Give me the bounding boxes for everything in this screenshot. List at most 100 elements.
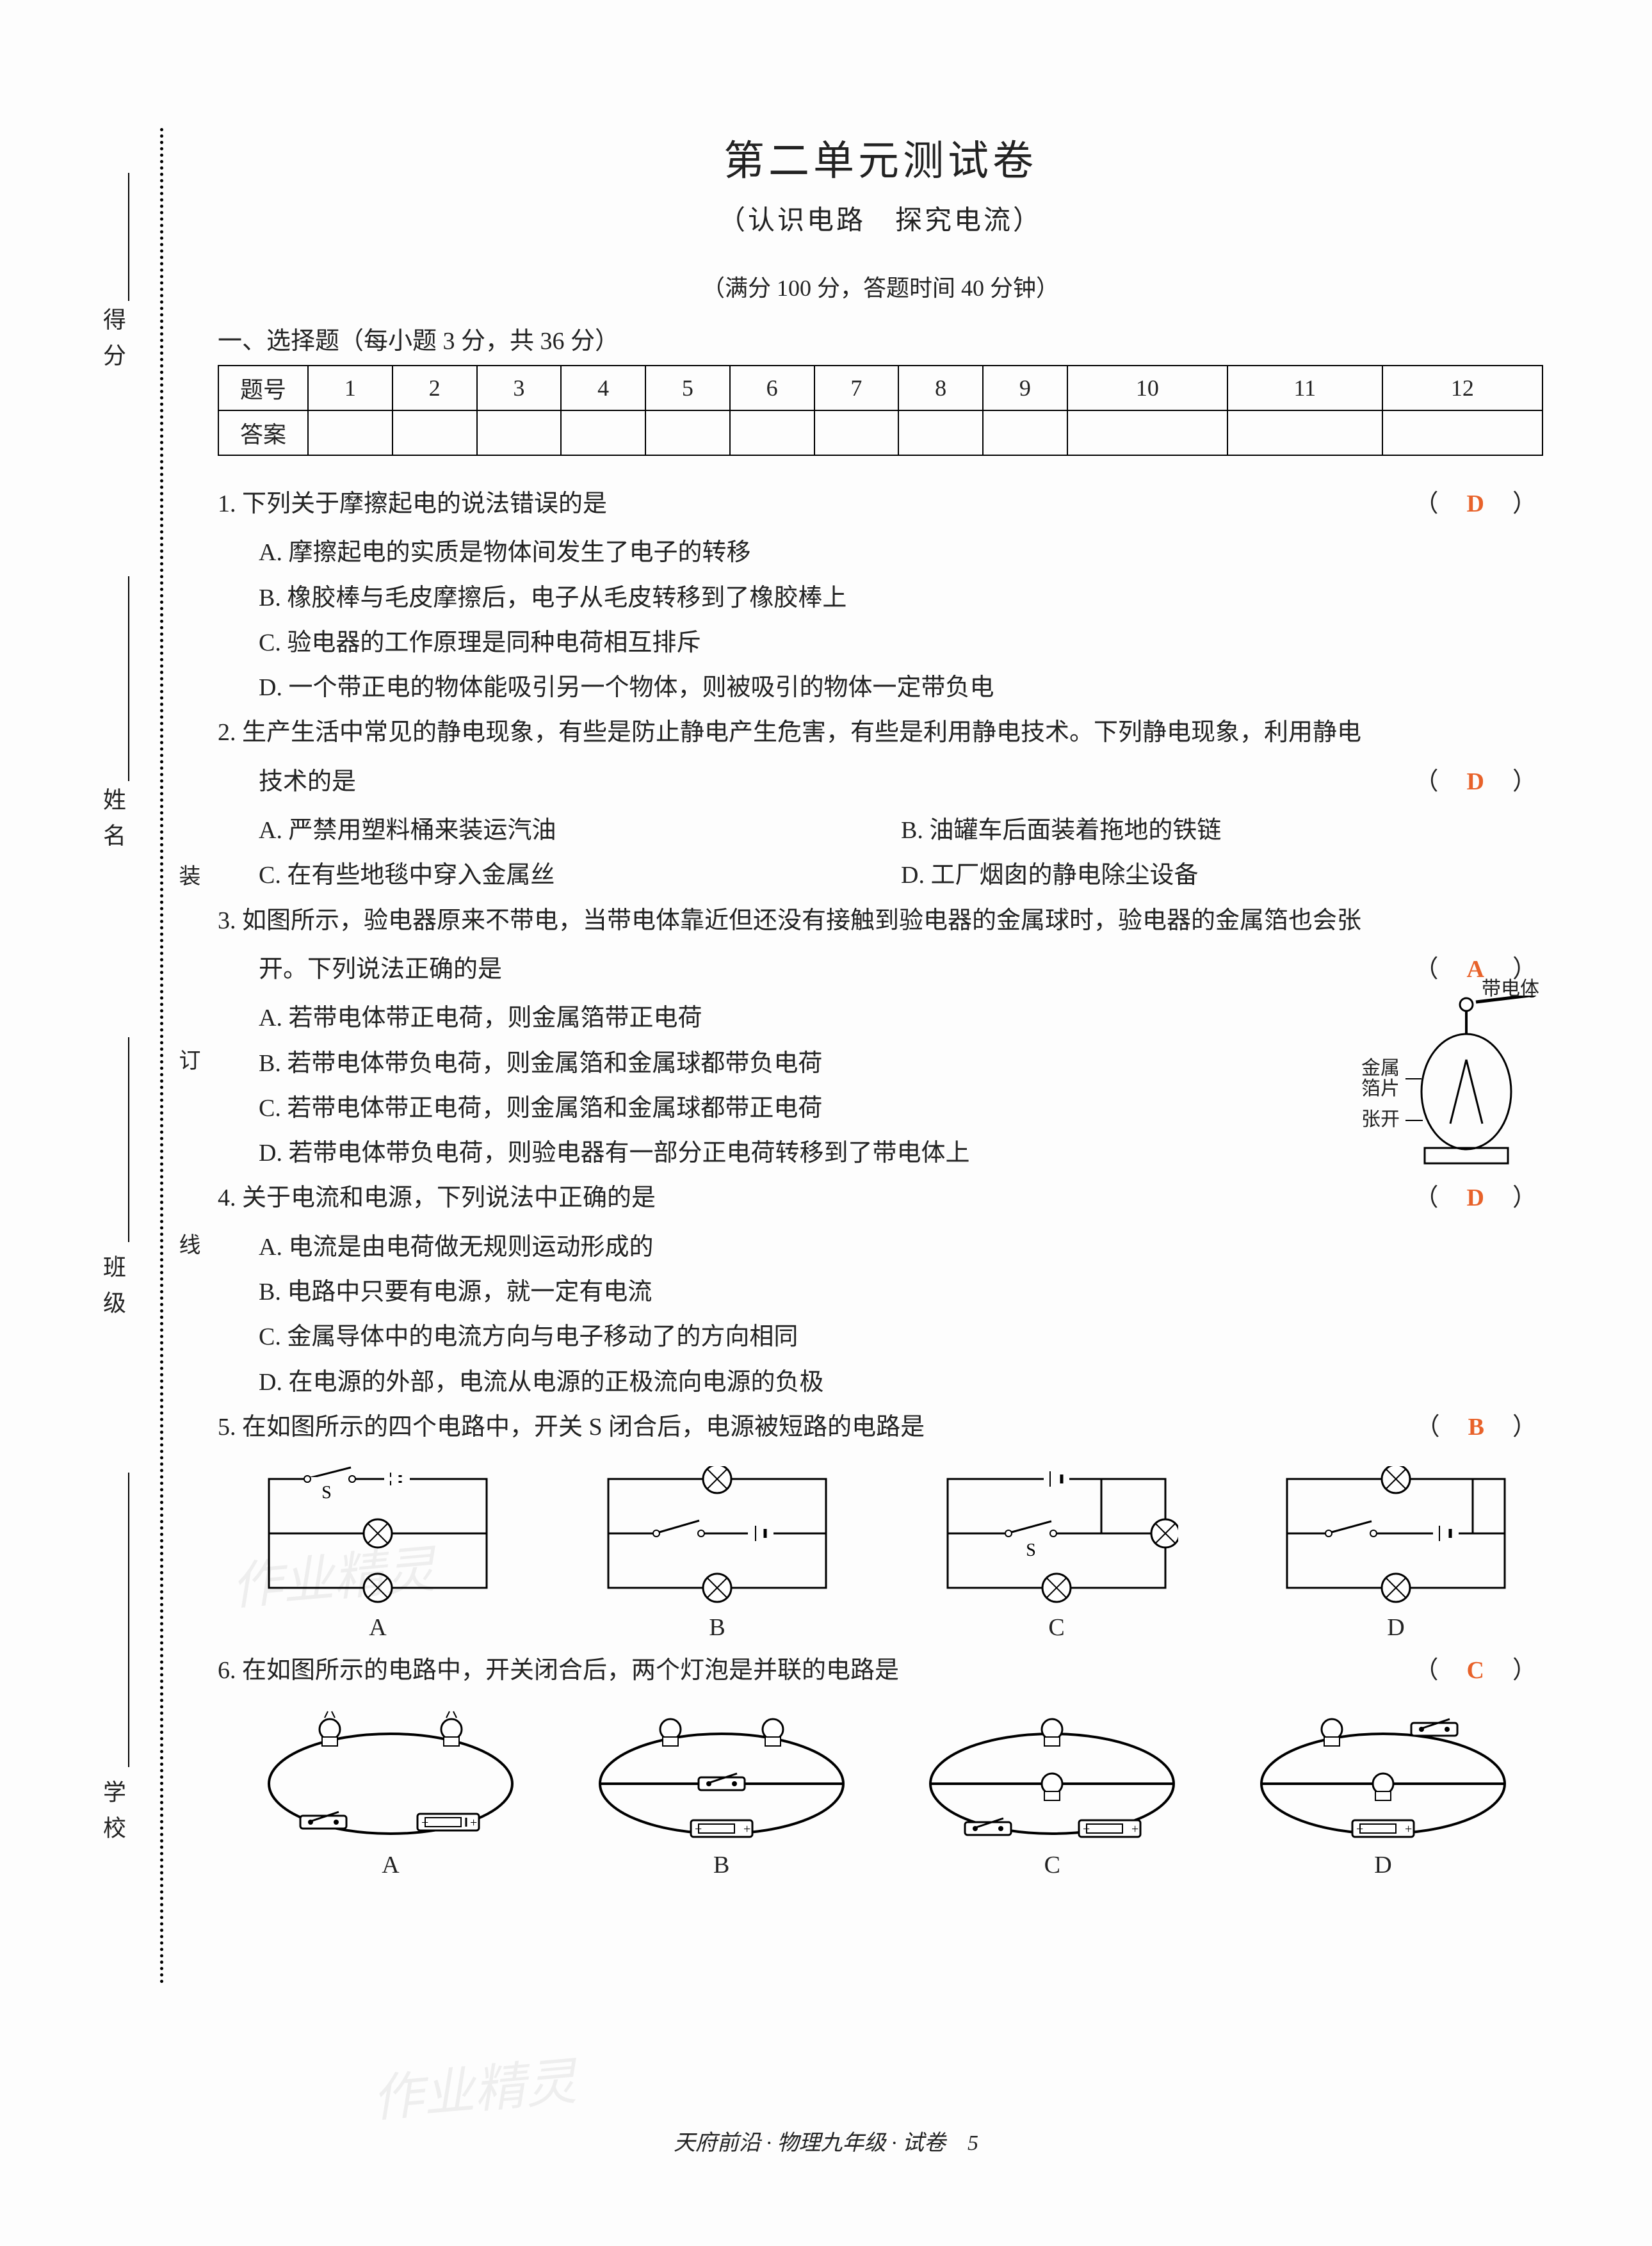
svg-text:−: − <box>421 1816 428 1830</box>
col-num: 11 <box>1227 366 1382 410</box>
answer-cell[interactable] <box>814 410 899 455</box>
q5-answer: B <box>1464 1414 1488 1441</box>
q2-stem2: 技术的是 <box>259 768 356 795</box>
svg-text:−: − <box>695 1822 702 1836</box>
question-2: 2. 生产生活中常见的静电现象，有些是防止静电产生危害，有些是利用静电技术。下列… <box>218 710 1543 755</box>
q4-opt-a: A. 电流是由电荷做无规则运动形成的 <box>259 1225 1543 1270</box>
q4-stem: 4. 关于电流和电源，下列说法中正确的是 <box>218 1184 656 1211</box>
exam-meta: （满分 100 分，答题时间 40 分钟） <box>218 270 1543 303</box>
side-line <box>128 1473 129 1767</box>
question-1: 1. 下列关于摩擦起电的说法错误的是 （ D ） <box>218 481 1543 526</box>
answer-cell[interactable] <box>983 410 1067 455</box>
svg-text:+: + <box>743 1822 750 1836</box>
answer-cell[interactable] <box>1382 410 1543 455</box>
q1-options: A. 摩擦起电的实质是物体间发生了电子的转移 B. 橡胶棒与毛皮摩擦后，电子从毛… <box>218 530 1543 710</box>
question-4: 4. 关于电流和电源，下列说法中正确的是 （ D ） <box>218 1176 1543 1220</box>
q1-answer: D <box>1463 490 1488 517</box>
fig-label-open: 张开 <box>1361 1108 1400 1131</box>
q4-answer: D <box>1463 1184 1488 1211</box>
col-num: 10 <box>1067 366 1227 410</box>
page-content: 第二单元测试卷 （认识电路 探究电流） （满分 100 分，答题时间 40 分钟… <box>218 128 1543 1886</box>
q3-options: A. 若带电体带正电荷，则金属箔带正电荷 B. 若带电体带负电荷，则金属箔和金属… <box>218 996 1338 1176</box>
q5-stem: 5. 在如图所示的四个电路中，开关 S 闭合后，电源被短路的电路是 <box>218 1414 925 1441</box>
electroscope-diagram: 带电体 金属 箔片 张开 <box>1370 996 1537 1172</box>
col-num: 2 <box>393 366 477 410</box>
q4-opt-b: B. 电路中只要有电源，就一定有电流 <box>259 1270 1543 1314</box>
q6-diagram-c: − + C <box>918 1710 1186 1879</box>
q2-opt-d: D. 工厂烟囱的静电除尘设备 <box>901 853 1543 898</box>
svg-text:S: S <box>321 1483 332 1503</box>
side-line <box>128 576 129 781</box>
q3-stem2: 开。下列说法正确的是 <box>259 956 502 983</box>
q5-label-d: D <box>1274 1613 1518 1642</box>
q2-opt-a: A. 严禁用塑料桶来装运汽油 <box>259 808 901 853</box>
answer-cell[interactable] <box>308 410 393 455</box>
q5-answer-paren: （ B ） <box>1416 1405 1537 1450</box>
q2-answer: D <box>1463 768 1488 795</box>
q6-diagram-d: −+ D <box>1249 1710 1518 1879</box>
q1-stem: 1. 下列关于摩擦起电的说法错误的是 <box>218 490 607 517</box>
q4-opt-c: C. 金属导体中的电流方向与电子移动了的方向相同 <box>259 1314 1543 1359</box>
q3-opt-c: C. 若带电体带正电荷，则金属箔和金属球都带正电荷 <box>259 1086 1338 1131</box>
col-num: 8 <box>898 366 983 410</box>
exam-title: 第二单元测试卷 <box>218 128 1543 187</box>
side-line <box>128 173 129 301</box>
answer-cell[interactable] <box>645 410 730 455</box>
page-footer: 天府前沿 · 物理九年级 · 试卷 5 <box>0 2125 1652 2156</box>
q5-diagrams: S A <box>218 1453 1543 1648</box>
q5-diagram-b: B <box>595 1466 839 1642</box>
q6-label-c: C <box>918 1851 1186 1879</box>
side-label-score: 得分 <box>96 307 129 379</box>
col-num: 7 <box>814 366 899 410</box>
q3-opt-a: A. 若带电体带正电荷，则金属箔带正电荷 <box>259 996 1338 1040</box>
q1-answer-paren: （ D ） <box>1414 481 1537 526</box>
q6-stem: 6. 在如图所示的电路中，开关闭合后，两个灯泡是并联的电路是 <box>218 1657 899 1684</box>
q4-answer-paren: （ D ） <box>1414 1176 1537 1220</box>
answer-cell[interactable] <box>561 410 645 455</box>
side-label-name: 姓名 <box>96 788 129 859</box>
fig-label-foil: 金属 <box>1361 1057 1400 1080</box>
q2-options: A. 严禁用塑料桶来装运汽油 B. 油罐车后面装着拖地的铁链 C. 在有些地毯中… <box>218 808 1543 898</box>
exam-subtitle: （认识电路 探究电流） <box>218 198 1543 238</box>
question-6: 6. 在如图所示的电路中，开关闭合后，两个灯泡是并联的电路是 （ C ） <box>218 1648 1543 1693</box>
q3-opt-d: D. 若带电体带负电荷，则验电器有一部分正电荷转移到了带电体上 <box>259 1131 1338 1176</box>
q1-opt-c: C. 验电器的工作原理是同种电荷相互排斥 <box>259 620 1543 665</box>
q2-opt-b: B. 油罐车后面装着拖地的铁链 <box>901 808 1543 853</box>
side-line <box>128 1037 129 1242</box>
svg-text:+: + <box>470 1816 477 1830</box>
answer-cell[interactable] <box>1227 410 1382 455</box>
answer-cell[interactable] <box>1067 410 1227 455</box>
col-num: 1 <box>308 366 393 410</box>
answer-cell[interactable] <box>898 410 983 455</box>
answer-grid: 题号 1 2 3 4 5 6 7 8 9 10 11 12 答案 <box>218 365 1543 456</box>
q6-answer: C <box>1463 1657 1488 1684</box>
answer-cell[interactable] <box>477 410 562 455</box>
q1-opt-a: A. 摩擦起电的实质是物体间发生了电子的转移 <box>259 530 1543 575</box>
watermark: 作业精灵 <box>369 2040 579 2131</box>
svg-text:−: − <box>1356 1822 1363 1836</box>
side-label-class: 班级 <box>96 1255 129 1327</box>
binding-dotted-line <box>160 128 163 1985</box>
side-label-school: 学校 <box>96 1780 129 1852</box>
fig-label-rod: 带电体 <box>1482 978 1539 1001</box>
question-3: 3. 如图所示，验电器原来不带电，当带电体靠近但还没有接触到验电器的金属球时，验… <box>218 898 1543 943</box>
question-3-cont: 开。下列说法正确的是 （ A ） <box>218 947 1543 992</box>
svg-text:−: − <box>1083 1822 1090 1836</box>
answer-cell[interactable] <box>730 410 814 455</box>
q4-options: A. 电流是由电荷做无规则运动形成的 B. 电路中只要有电源，就一定有电流 C.… <box>218 1225 1543 1405</box>
svg-text:+: + <box>1131 1822 1138 1836</box>
q1-opt-d: D. 一个带正电的物体能吸引另一个物体，则被吸引的物体一定带负电 <box>259 665 1543 710</box>
section-1-heading: 一、选择题（每小题 3 分，共 36 分） <box>218 321 1543 356</box>
q5-diagram-d: D <box>1274 1466 1518 1642</box>
q1-opt-b: B. 橡胶棒与毛皮摩擦后，电子从毛皮转移到了橡胶棒上 <box>259 576 1543 620</box>
col-num: 6 <box>730 366 814 410</box>
col-num: 5 <box>645 366 730 410</box>
q3-stem: 3. 如图所示，验电器原来不带电，当带电体靠近但还没有接触到验电器的金属球时，验… <box>218 907 1361 934</box>
q6-answer-paren: （ C ） <box>1414 1648 1537 1693</box>
answer-cell[interactable] <box>393 410 477 455</box>
q4-opt-d: D. 在电源的外部，电流从电源的正极流向电源的负极 <box>259 1360 1543 1405</box>
q6-diagrams: −+ A −+ B −+ C <box>218 1697 1543 1886</box>
col-num: 12 <box>1382 366 1543 410</box>
q2-opt-c: C. 在有些地毯中穿入金属丝 <box>259 853 901 898</box>
q2-stem: 2. 生产生活中常见的静电现象，有些是防止静电产生危害，有些是利用静电技术。下列… <box>218 719 1361 746</box>
